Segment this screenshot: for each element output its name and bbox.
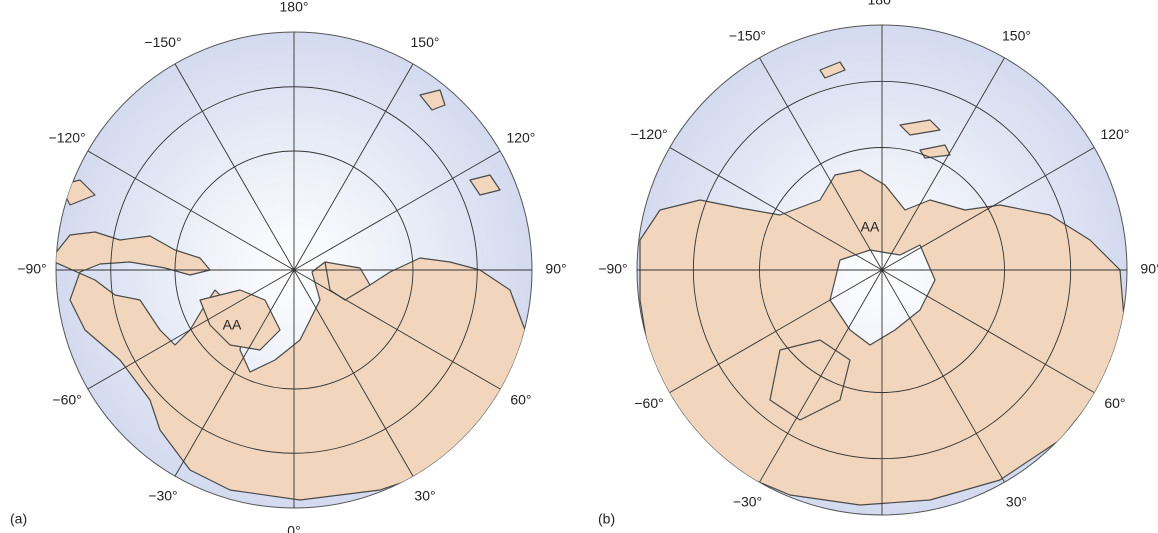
- longitude-label: 150°: [411, 34, 440, 50]
- longitude-label: −60°: [634, 395, 663, 411]
- longitude-label: 180°: [868, 0, 897, 8]
- longitude-label: 30°: [414, 488, 435, 504]
- longitude-label: 0°: [287, 523, 300, 533]
- map-figure: 0° 30° 60° 90° 120° 150° 180° −150° −120° −90° −60…: [0, 0, 1158, 533]
- region-label: AA: [223, 317, 242, 333]
- panel-label: (b): [598, 511, 615, 527]
- longitude-label: 120°: [1100, 126, 1129, 142]
- longitude-label: 180°: [280, 0, 309, 15]
- longitude-label: −30°: [148, 488, 177, 504]
- longitude-label: −150°: [729, 28, 766, 44]
- longitude-label: 120°: [506, 130, 535, 146]
- panel-b: 0°30°60°90°120°150°180°−150°−120°−90°−60…: [598, 0, 1158, 533]
- longitude-label: 150°: [1002, 28, 1031, 44]
- longitude-label: −120°: [49, 130, 86, 146]
- panel-a: 0° 30° 60° 90° 120° 150° 180° −150° −120° −90° −60…: [10, 0, 567, 533]
- longitude-label: 90°: [545, 261, 566, 277]
- longitude-label: −90°: [598, 261, 627, 277]
- longitude-label: −150°: [144, 34, 181, 50]
- longitude-label: 90°: [1140, 261, 1158, 277]
- longitude-label: −120°: [630, 126, 667, 142]
- longitude-label: 60°: [510, 392, 531, 408]
- longitude-label: −90°: [17, 261, 46, 277]
- landmass: [640, 170, 1125, 505]
- longitude-label: −30°: [733, 494, 762, 510]
- region-label: AA: [861, 219, 880, 235]
- panel-label: (a): [10, 511, 27, 527]
- longitude-label: 60°: [1104, 395, 1125, 411]
- longitude-label: −60°: [52, 392, 81, 408]
- longitude-label: 30°: [1006, 494, 1027, 510]
